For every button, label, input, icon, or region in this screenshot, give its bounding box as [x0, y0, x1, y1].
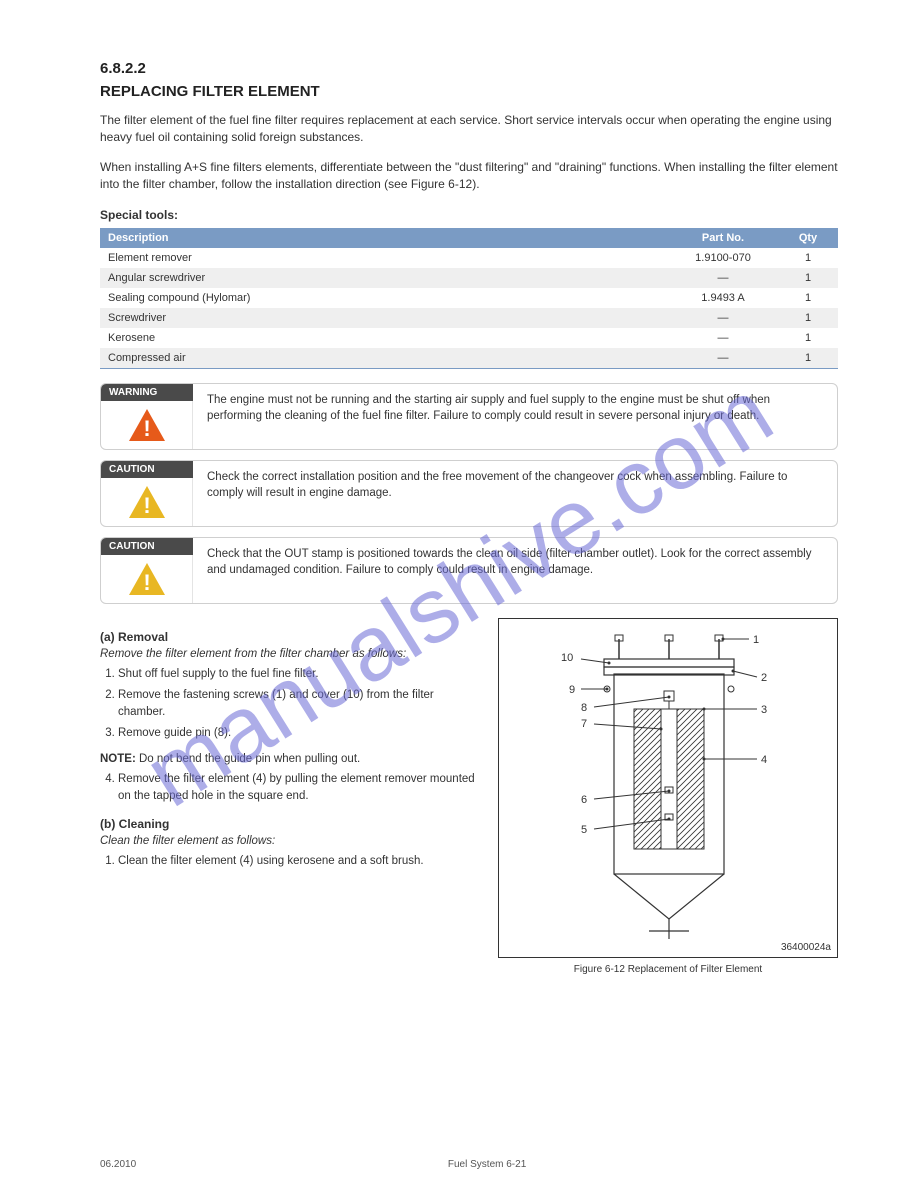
- diagram-label-4: 4: [761, 754, 767, 766]
- intro-paragraph-1: The filter element of the fuel fine filt…: [100, 112, 838, 147]
- footer-left: 06.2010: [100, 1159, 136, 1170]
- svg-text:!: !: [143, 493, 150, 518]
- caution-icon: !: [127, 484, 167, 520]
- procedure-column: (a) Removal Remove the filter element fr…: [100, 618, 478, 975]
- diagram-label-8: 8: [581, 702, 587, 714]
- list-item: Remove guide pin (8).: [118, 725, 478, 742]
- section-title: REPLACING FILTER ELEMENT: [100, 83, 838, 100]
- proc-a-steps: Shut off fuel supply to the fuel fine fi…: [100, 666, 478, 743]
- caution-text: Check that the OUT stamp is positioned t…: [193, 538, 837, 603]
- diagram-label-3: 3: [761, 704, 767, 716]
- table-row: Kerosene — 1: [100, 328, 838, 348]
- note-label: NOTE:: [100, 753, 136, 765]
- figure-column: 1 2 3 4 5 6 7 8 9: [498, 618, 838, 975]
- figure-caption: Figure 6-12 Replacement of Filter Elemen…: [498, 964, 838, 975]
- diagram-label-10: 10: [561, 652, 573, 664]
- parts-table: Description Part No. Qty Element remover…: [100, 228, 838, 369]
- figure-partno: 36400024a: [781, 942, 831, 953]
- caution-tag: CAUTION: [101, 461, 193, 478]
- page: manualshive.com 6.8.2.2 REPLACING FILTER…: [0, 0, 918, 1188]
- caution-tag: CAUTION: [101, 538, 193, 555]
- tools-heading: Special tools:: [100, 208, 838, 222]
- table-row: Compressed air — 1: [100, 348, 838, 369]
- table-row: Element remover 1.9100-070 1: [100, 248, 838, 268]
- proc-a-steps-cont: Remove the filter element (4) by pulling…: [100, 771, 478, 806]
- lower-columns: (a) Removal Remove the filter element fr…: [100, 618, 838, 975]
- proc-b-steps: Clean the filter element (4) using keros…: [100, 853, 478, 870]
- figure-frame: 1 2 3 4 5 6 7 8 9: [498, 618, 838, 958]
- filter-diagram: 1 2 3 4 5 6 7 8 9: [499, 619, 839, 959]
- proc-b-label: (b) Cleaning: [100, 817, 478, 831]
- proc-b-desc: Clean the filter element as follows:: [100, 835, 478, 847]
- diagram-label-7: 7: [581, 718, 587, 730]
- warning-tag: WARNING: [101, 384, 193, 401]
- list-item: Remove the fastening screws (1) and cove…: [118, 687, 478, 722]
- proc-a-note: NOTE: Do not bend the guide pin when pul…: [100, 753, 478, 765]
- section-number: 6.8.2.2: [100, 60, 838, 77]
- svg-text:!: !: [143, 416, 150, 441]
- diagram-label-2: 2: [761, 672, 767, 684]
- diagram-label-6: 6: [581, 794, 587, 806]
- note-text: Do not bend the guide pin when pulling o…: [139, 753, 360, 765]
- col-description: Description: [100, 228, 668, 248]
- caution-callout-1: CAUTION ! Check the correct installation…: [100, 460, 838, 527]
- table-row: Sealing compound (Hylomar) 1.9493 A 1: [100, 288, 838, 308]
- table-row: Angular screwdriver — 1: [100, 268, 838, 288]
- footer-center: Fuel System 6-21: [448, 1159, 526, 1170]
- caution-icon: !: [127, 561, 167, 597]
- col-qty: Qty: [778, 228, 838, 248]
- col-partno: Part No.: [668, 228, 778, 248]
- page-footer: 06.2010 Fuel System 6-21: [100, 1159, 838, 1170]
- warning-callout: WARNING ! The engine must not be running…: [100, 383, 838, 450]
- warning-text: The engine must not be running and the s…: [193, 384, 837, 449]
- intro-paragraph-2: When installing A+S fine filters element…: [100, 159, 838, 194]
- diagram-label-1: 1: [753, 634, 759, 646]
- caution-icon-cell: !: [101, 478, 193, 526]
- proc-a-label: (a) Removal: [100, 630, 478, 644]
- caution-callout-2: CAUTION ! Check that the OUT stamp is po…: [100, 537, 838, 604]
- diagram-label-9: 9: [569, 684, 575, 696]
- warning-icon-cell: !: [101, 401, 193, 449]
- list-item: Clean the filter element (4) using keros…: [118, 853, 478, 870]
- warning-icon: !: [127, 407, 167, 443]
- caution-icon-cell: !: [101, 555, 193, 603]
- caution-text: Check the correct installation position …: [193, 461, 837, 526]
- list-item: Shut off fuel supply to the fuel fine fi…: [118, 666, 478, 683]
- proc-a-desc: Remove the filter element from the filte…: [100, 648, 478, 660]
- table-row: Screwdriver — 1: [100, 308, 838, 328]
- svg-text:!: !: [143, 570, 150, 595]
- diagram-label-5: 5: [581, 824, 587, 836]
- list-item: Remove the filter element (4) by pulling…: [118, 771, 478, 806]
